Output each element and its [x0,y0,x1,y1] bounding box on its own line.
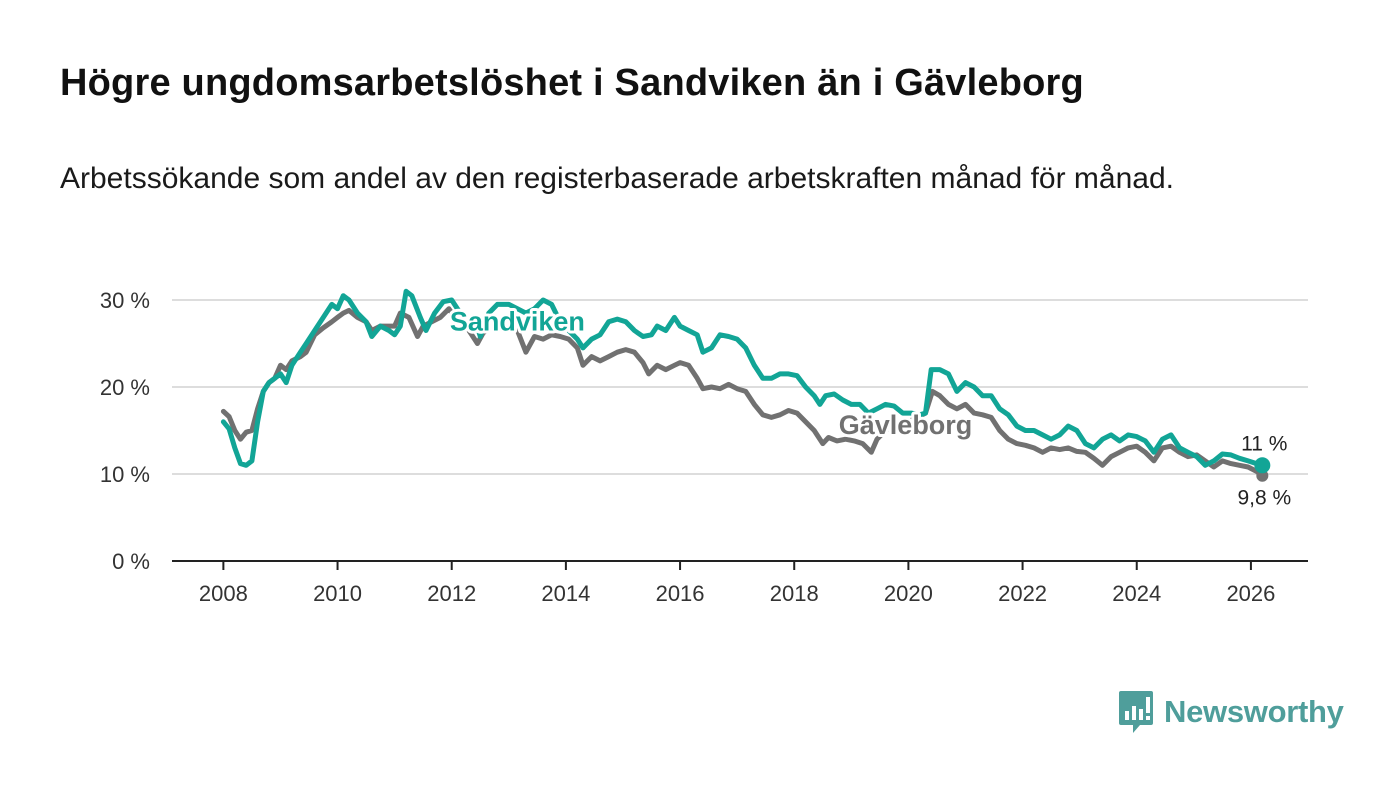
y-tick-label: 20 % [100,375,150,400]
x-tick-label: 2018 [770,581,819,606]
chart-subtitle: Arbetssökande som andel av den registerb… [60,162,1174,195]
y-tick-label: 10 % [100,462,150,487]
y-tick-label: 30 % [100,288,150,313]
end-value-gavleborg: 9,8 % [1237,487,1291,510]
labels: Sandviken Gävleborg 11 % 9,8 % [447,303,1291,510]
end-value-sandviken: 11 % [1241,432,1287,455]
x-tick-label: 2022 [998,581,1047,606]
x-tick-label: 2008 [199,581,248,606]
series-label-gavleborg: Gävleborg [839,410,973,440]
logo-text: Newsworthy [1164,694,1344,729]
end-marker-gavleborg [1256,469,1269,482]
y-tick-label: 0 % [112,549,150,574]
bar-chart-icon [1119,691,1153,733]
x-tick-label: 2024 [1112,581,1161,606]
series-label-sandviken: Sandviken [450,306,585,336]
newsworthy-logo: Newsworthy [1118,690,1344,734]
end-marker-sandviken [1254,457,1271,474]
x-tick-label: 2020 [884,581,933,606]
x-tick-label: 2016 [656,581,705,606]
series-lines [220,288,1271,482]
x-tick-label: 2010 [313,581,362,606]
x-tick-label: 2014 [541,581,590,606]
x-tick-label: 2012 [427,581,476,606]
chart-title: Högre ungdomsarbetslöshet i Sandviken än… [60,62,1084,104]
axes: 0 % 10 % 20 % 30 % 2008 2010 2012 2014 2016 2018 2… [100,288,1308,606]
series-line-sandviken [220,288,1265,468]
x-tick-label: 2026 [1226,581,1275,606]
series-line-gavleborg [220,306,1265,479]
